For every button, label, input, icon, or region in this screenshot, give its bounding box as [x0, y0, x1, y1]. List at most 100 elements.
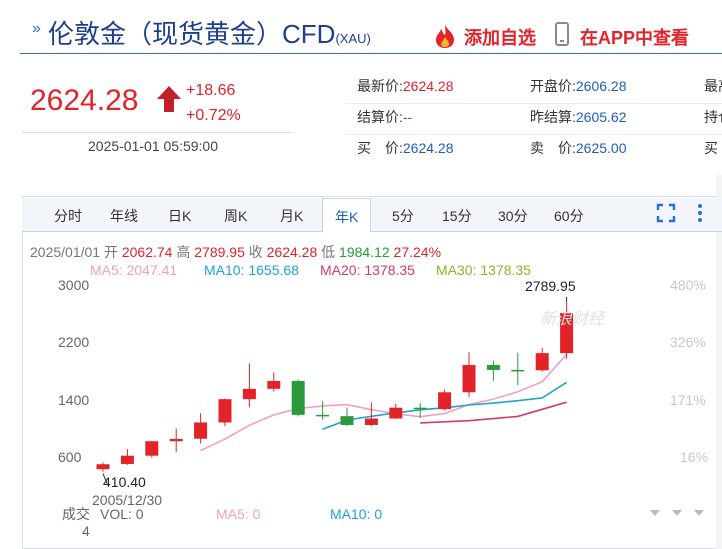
candle-body [316, 414, 330, 417]
flame-icon [436, 25, 454, 48]
candle-body [389, 407, 403, 419]
ma-legend-item: MA30: 1378.35 [436, 262, 531, 278]
quote-time: 2025-01-01 05:59:00 [88, 138, 218, 154]
tab-period[interactable]: 分时 [54, 208, 82, 224]
tab-period[interactable]: 日K [168, 208, 192, 224]
high-label: 高 [176, 244, 191, 260]
quote-stat: 结算价:-- [357, 107, 412, 127]
y-tick-label: 2200 [58, 334, 90, 351]
vol-ma5: MA5: 0 [216, 506, 261, 522]
volume-label: 成交 [62, 506, 90, 522]
phone-icon [555, 22, 569, 46]
scroll-down-icon[interactable] [650, 510, 660, 516]
candle-body [169, 438, 183, 442]
tab-period[interactable]: 5分 [392, 208, 414, 224]
close-label: 收 [248, 244, 263, 260]
stat-label: 卖 价: [530, 140, 576, 156]
min-marker [102, 473, 108, 484]
symbol-code: (XAU) [335, 31, 371, 46]
tab-period[interactable]: 年K [322, 198, 372, 233]
tab-period[interactable]: 年线 [110, 208, 138, 224]
tab-period[interactable]: 60分 [554, 208, 584, 224]
max-price-label: 2789.95 [525, 278, 576, 294]
candle-body [535, 353, 549, 371]
stat-row-divider [345, 134, 722, 135]
ohlc-date: 2025/01/01 [30, 244, 101, 260]
change-pct-value: 27.24% [393, 244, 442, 260]
pct-tick-label: 16% [680, 449, 709, 465]
candle-body [120, 455, 134, 464]
tab-period[interactable]: 15分 [442, 208, 472, 224]
add-watchlist-button[interactable]: 添加自选 [464, 28, 536, 48]
volume-axis-label: 成交 4 [62, 506, 90, 540]
page-header: » 伦敦金（现货黄金）CFD(XAU) 添加自选 在APP中查看 [0, 0, 722, 58]
period-tabs: 分时 年线 日K 周K 月K 年K 5分 15分 30分 60分 [22, 198, 722, 233]
vol-ma10: MA10: 0 [330, 506, 383, 522]
header-divider [20, 53, 722, 54]
stat-value: 2624.28 [402, 78, 454, 94]
open-label: 开 [103, 244, 118, 260]
candle-body [96, 464, 110, 470]
ma-legend-item: MA5: 2047.41 [90, 262, 178, 278]
scrollbar[interactable] [716, 175, 722, 549]
min-date-label: 2005/12/30 [92, 492, 163, 508]
view-in-app-button[interactable]: 在APP中查看 [580, 28, 690, 48]
quote-stat: 买 [704, 138, 718, 158]
candle-body [218, 399, 232, 423]
open-value: 2062.74 [121, 244, 173, 260]
y-tick-label: 600 [58, 449, 82, 465]
last-price: 2624.28 [30, 84, 139, 117]
tab-period[interactable]: 30分 [498, 208, 528, 224]
pct-tick-label: 171% [670, 391, 706, 408]
y-tick-label: 1400 [58, 391, 90, 408]
candle-body [242, 388, 256, 400]
quote-stat: 买 价:2624.28 [357, 138, 454, 158]
quote-divider [22, 132, 292, 133]
high-value: 2789.95 [194, 244, 245, 260]
quote-stat: 最新价:2624.28 [357, 76, 454, 96]
price-change-pct: +0.72% [186, 107, 241, 124]
ma5-line [200, 353, 568, 452]
ma-legend-item: MA10: 1655.68 [204, 262, 299, 278]
tab-period[interactable]: 周K [224, 208, 248, 224]
ohlc-info: 2025/01/01 开 2062.74 高 2789.95 收 2624.28… [30, 242, 441, 262]
ma-legend-item: MA20: 1378.35 [320, 262, 415, 278]
stat-label: 昨结算: [530, 109, 576, 125]
scroll-down-icon[interactable] [672, 510, 682, 516]
close-value: 2624.28 [266, 244, 318, 260]
candle-body [145, 441, 159, 456]
volume-max: 4 [82, 523, 90, 539]
candle-body [194, 422, 208, 439]
quote-stat: 昨结算:2605.62 [530, 107, 627, 127]
page-title: 伦敦金（现货黄金）CFD(XAU) [48, 14, 371, 51]
more-options-icon[interactable] [698, 204, 704, 224]
stat-value: 2606.28 [575, 78, 627, 94]
stat-label: 买 价: [357, 140, 403, 156]
ma20-line [420, 401, 567, 424]
fullscreen-icon[interactable] [656, 203, 676, 223]
double-chevron-icon: » [32, 20, 41, 37]
quote-stat: 卖 价:2625.00 [530, 138, 627, 158]
scroll-down-icon[interactable] [694, 510, 704, 516]
watermark: 新浪财经 [540, 311, 605, 328]
quote-stat: 最高 [704, 76, 722, 96]
stat-value: 2625.00 [575, 140, 627, 156]
stat-label: 最新价: [357, 78, 403, 94]
stat-label: 买 [704, 140, 718, 156]
stat-label: 开盘价: [530, 78, 576, 94]
tab-period[interactable]: 月K [280, 208, 304, 224]
quote-stat: 开盘价:2606.28 [530, 76, 627, 96]
min-price-label: 410.40 [103, 474, 146, 490]
stat-value: -- [402, 109, 413, 125]
candle-body [511, 369, 525, 372]
low-label: 低 [321, 244, 336, 260]
candle-body [560, 312, 574, 354]
candle-body [486, 364, 500, 370]
y-tick-label: 3000 [58, 277, 90, 293]
candle-body [438, 392, 452, 410]
stat-row-divider [345, 103, 722, 104]
price-change: +18.66 [186, 82, 236, 99]
candle-body [364, 418, 378, 425]
